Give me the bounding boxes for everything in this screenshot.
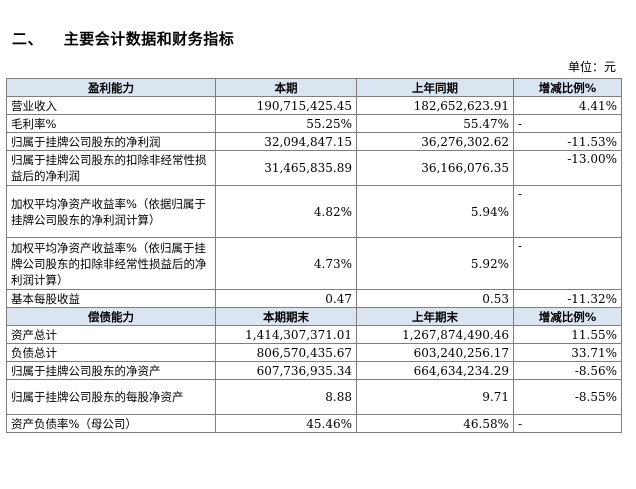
table-row: 负债总计 806,570,435.67 603,240,256.17 33.71… [6,343,622,362]
table-row: 加权平均净资产收益率%（依归属于挂牌公司股东的扣除非经常性损益后的净利润计算） … [6,237,622,290]
current-value: 45.46% [215,414,357,433]
current-value: 806,570,435.67 [215,343,357,362]
table-row: 资产负债率%（母公司） 45.46% 46.58% - [6,414,622,433]
row-label: 营业收入 [6,96,216,115]
table-row: 基本每股收益 0.47 0.53 -11.32% [6,289,622,308]
change-value: -11.53% [513,132,622,151]
current-value: 1,414,307,371.01 [215,325,357,344]
prior-value: 0.53 [356,289,514,308]
header-cell: 上年同期 [356,78,514,97]
prior-value: 5.92% [356,237,514,290]
change-value: 11.55% [513,325,622,344]
change-value: - [513,114,622,133]
row-label: 负债总计 [6,343,216,362]
prior-value: 5.94% [356,185,514,238]
current-value: 607,736,935.34 [215,361,357,380]
row-label: 归属于挂牌公司股东的净资产 [6,361,216,380]
current-value: 0.47 [215,289,357,308]
header-cell: 盈利能力 [6,78,216,97]
row-label: 资产负债率%（母公司） [6,414,216,433]
header-cell: 增减比例% [513,78,622,97]
current-value: 4.73% [215,237,357,290]
header-cell: 本期期末 [215,307,357,326]
change-value: -8.56% [513,361,622,380]
solvency-header-row: 偿债能力 本期期末 上年期末 增减比例% [6,307,622,326]
row-label: 归属于挂牌公司股东的净利润 [6,132,216,151]
financial-indicators-table: 盈利能力 本期 上年同期 增减比例% 营业收入 190,715,425.45 1… [6,78,622,433]
change-value: - [513,237,622,290]
prior-value: 603,240,256.17 [356,343,514,362]
row-label: 基本每股收益 [6,289,216,308]
current-value: 190,715,425.45 [215,96,357,115]
prior-value: 36,166,076.35 [356,150,514,186]
prior-value: 36,276,302.62 [356,132,514,151]
row-label: 资产总计 [6,325,216,344]
section-number: 二、 [12,30,44,48]
change-value: - [513,414,622,433]
current-value: 8.88 [215,379,357,415]
table-row: 资产总计 1,414,307,371.01 1,267,874,490.46 1… [6,325,622,344]
table-row: 归属于挂牌公司股东的每股净资产 8.88 9.71 -8.55% [6,379,622,415]
table-row: 毛利率% 55.25% 55.47% - [6,114,622,133]
prior-value: 46.58% [356,414,514,433]
row-label: 归属于挂牌公司股东的每股净资产 [6,379,216,415]
header-cell: 本期 [215,78,357,97]
table-row: 营业收入 190,715,425.45 182,652,623.91 4.41% [6,96,622,115]
table-row: 加权平均净资产收益率%（依据归属于挂牌公司股东的净利润计算） 4.82% 5.9… [6,185,622,238]
row-label: 毛利率% [6,114,216,133]
section-title: 主要会计数据和财务指标 [63,30,235,48]
current-value: 31,465,835.89 [215,150,357,186]
section-heading: 二、 主要会计数据和财务指标 [12,28,234,49]
change-value: 33.71% [513,343,622,362]
change-value: 4.41% [513,96,622,115]
prior-value: 182,652,623.91 [356,96,514,115]
row-label: 加权平均净资产收益率%（依据归属于挂牌公司股东的净利润计算） [6,185,216,238]
table-row: 归属于挂牌公司股东的扣除非经常性损益后的净利润 31,465,835.89 36… [6,150,622,186]
change-value: - [513,185,622,238]
change-value: -13.00% [513,150,622,186]
header-cell: 增减比例% [513,307,622,326]
current-value: 4.82% [215,185,357,238]
row-label: 加权平均净资产收益率%（依归属于挂牌公司股东的扣除非经常性损益后的净利润计算） [6,237,216,290]
prior-value: 664,634,234.29 [356,361,514,380]
prior-value: 1,267,874,490.46 [356,325,514,344]
header-cell: 上年期末 [356,307,514,326]
change-value: -11.32% [513,289,622,308]
header-cell: 偿债能力 [6,307,216,326]
current-value: 32,094,847.15 [215,132,357,151]
profitability-header-row: 盈利能力 本期 上年同期 增减比例% [6,78,622,97]
table-row: 归属于挂牌公司股东的净资产 607,736,935.34 664,634,234… [6,361,622,380]
current-value: 55.25% [215,114,357,133]
prior-value: 9.71 [356,379,514,415]
row-label: 归属于挂牌公司股东的扣除非经常性损益后的净利润 [6,150,216,186]
table-row: 归属于挂牌公司股东的净利润 32,094,847.15 36,276,302.6… [6,132,622,151]
unit-label: 单位：元 [567,60,616,74]
change-value: -8.55% [513,379,622,415]
prior-value: 55.47% [356,114,514,133]
